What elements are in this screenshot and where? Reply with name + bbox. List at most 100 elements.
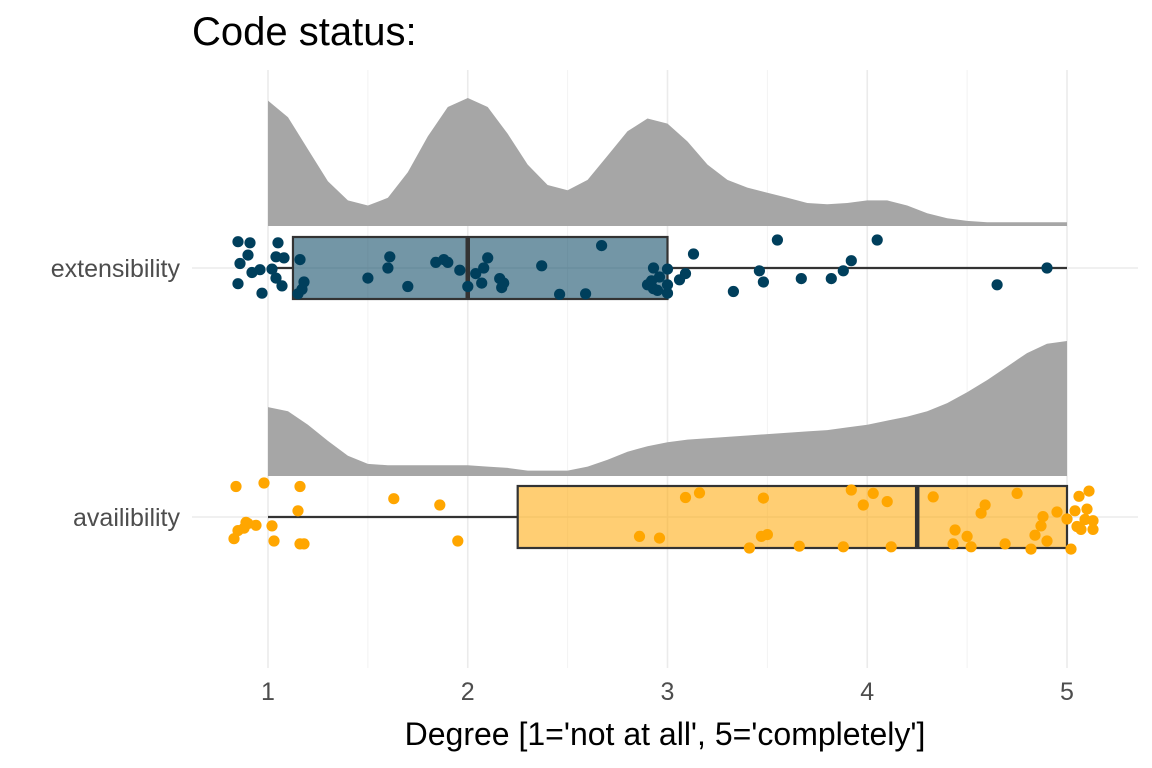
availibility-point xyxy=(1065,543,1077,555)
availibility-point xyxy=(292,505,304,517)
extensibility-point xyxy=(470,268,482,280)
extensibility-point xyxy=(254,264,266,276)
x-tick-label: 2 xyxy=(461,678,475,706)
availibility-point xyxy=(1035,520,1047,532)
extensibility-point xyxy=(596,240,608,252)
extensibility-point xyxy=(234,257,246,270)
availibility-point xyxy=(1087,523,1099,536)
x-tick-label: 3 xyxy=(661,678,675,706)
boxplots xyxy=(268,235,1069,550)
availibility-point xyxy=(999,538,1011,550)
extensibility-point xyxy=(653,271,666,283)
extensibility-point xyxy=(362,272,374,284)
availibility-point xyxy=(633,530,646,543)
availibility-point xyxy=(679,491,692,504)
y-tick-label: availibility xyxy=(73,504,180,532)
y-tick-label: extensibility xyxy=(51,255,181,283)
extensibility-point xyxy=(482,252,494,264)
data-points xyxy=(228,234,1099,555)
extensibility-point xyxy=(256,287,268,299)
availibility-point xyxy=(961,530,973,543)
availibility-point xyxy=(965,541,977,553)
extensibility-point xyxy=(871,234,883,246)
extensibility-point xyxy=(771,234,784,246)
extensibility-point xyxy=(498,277,510,289)
extensibility-point xyxy=(727,285,740,298)
availibility-point xyxy=(1051,506,1063,518)
availibility-point xyxy=(949,524,961,536)
availibility-point xyxy=(743,542,756,554)
extensibility-point xyxy=(402,280,414,293)
availibility-point xyxy=(258,477,270,489)
extensibility-point xyxy=(298,276,310,288)
availibility-point xyxy=(793,540,805,552)
extensibility-point xyxy=(232,236,244,248)
extensibility-point xyxy=(384,251,396,263)
extensibility-density-cloud xyxy=(268,98,1067,226)
extensibility-point xyxy=(679,268,692,280)
extensibility-point xyxy=(442,256,454,268)
extensibility-point xyxy=(272,237,284,249)
availibility-point xyxy=(1073,490,1085,502)
availibility-point xyxy=(1029,529,1041,541)
availibility-point xyxy=(230,480,242,493)
x-tick-label: 5 xyxy=(1060,678,1074,706)
availibility-point xyxy=(298,538,310,550)
availibility-point xyxy=(979,499,991,511)
x-tick-label: 1 xyxy=(261,678,275,706)
axes: extensibility availibility 1 2 3 4 5 xyxy=(51,255,1074,706)
chart-title: Code status: xyxy=(192,10,417,54)
extensibility-point xyxy=(753,265,766,277)
availibility-point xyxy=(693,487,706,499)
extensibility-point xyxy=(462,280,474,293)
availibility-point xyxy=(250,519,262,531)
availibility-point xyxy=(837,541,849,553)
extensibility-point xyxy=(244,237,256,249)
extensibility-point xyxy=(651,284,664,296)
availibility-point xyxy=(294,480,306,493)
availibility-point xyxy=(1037,510,1049,523)
extensibility-point xyxy=(278,252,290,264)
availibility-point xyxy=(1041,535,1053,547)
extensibility-point xyxy=(476,277,488,289)
availibility-point xyxy=(1075,523,1087,536)
extensibility-point xyxy=(661,287,674,299)
availibility-point xyxy=(434,499,446,511)
availibility-point xyxy=(268,535,280,547)
availibility-point xyxy=(867,487,879,499)
availibility-point xyxy=(881,496,893,508)
x-axis-title: Degree [1='not at all', 5='completely'] xyxy=(405,716,926,752)
x-tick-label: 4 xyxy=(860,678,874,706)
extensibility-point xyxy=(661,263,674,275)
availibility-point xyxy=(885,541,897,553)
extensibility-point xyxy=(661,279,674,291)
extensibility-point xyxy=(795,273,807,285)
availibility-point xyxy=(761,529,774,541)
extensibility-point xyxy=(687,248,700,260)
extensibility-point xyxy=(266,263,278,275)
extensibility-point xyxy=(991,279,1003,291)
extensibility-point xyxy=(554,288,566,300)
extensibility-point xyxy=(536,260,548,272)
availibility-point xyxy=(1069,505,1081,517)
extensibility-point xyxy=(270,272,282,284)
density-clouds xyxy=(268,98,1067,476)
extensibility-point xyxy=(580,288,592,300)
availibility-point xyxy=(1087,515,1099,527)
extensibility-point xyxy=(1041,262,1053,274)
extensibility-point xyxy=(757,276,770,288)
extensibility-point xyxy=(845,255,857,267)
extensibility-point xyxy=(478,262,490,274)
extensibility-point xyxy=(647,262,660,274)
availibility-point xyxy=(947,538,959,550)
extensibility-point xyxy=(454,264,466,276)
availibility-point xyxy=(653,532,666,544)
availibility-point xyxy=(452,535,464,547)
availibility-point xyxy=(857,499,869,511)
availibility-point xyxy=(757,492,770,504)
availibility-point xyxy=(1081,503,1093,515)
extensibility-point xyxy=(825,273,837,285)
availibility-point xyxy=(1083,485,1095,497)
extensibility-point xyxy=(232,278,244,290)
